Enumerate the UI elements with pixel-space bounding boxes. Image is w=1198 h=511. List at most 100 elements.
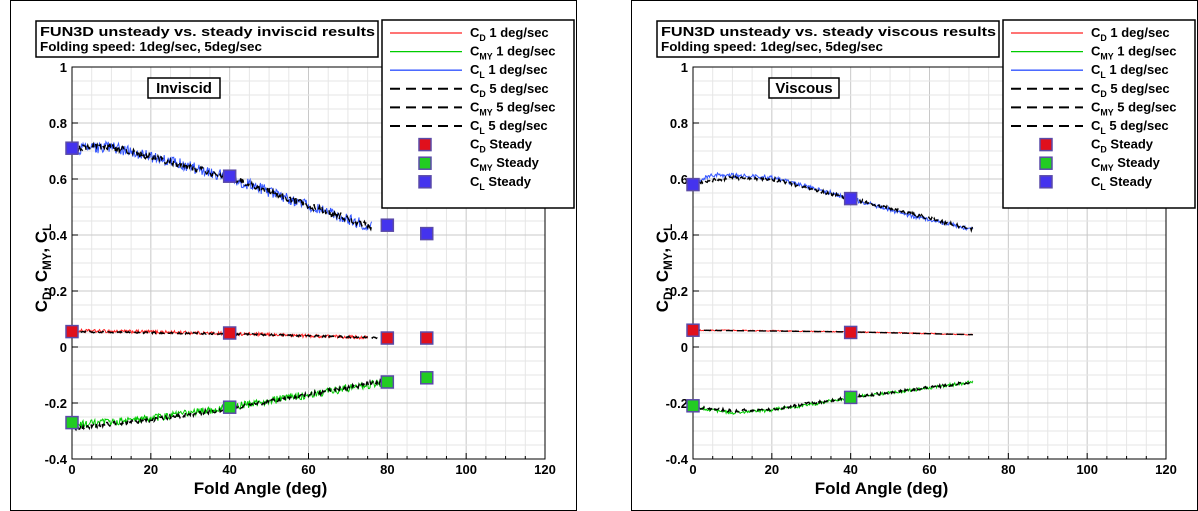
y-tick-label: 0.2: [49, 284, 67, 299]
legend-entry-label: CD​ 5 deg/sec: [470, 81, 549, 99]
series-group: [71, 140, 388, 432]
steady-point-marker: [420, 226, 434, 241]
legend-entry-label: CMY​ 5 deg/sec: [470, 99, 556, 117]
y-tick-label: -0.2: [666, 396, 688, 411]
grid: [692, 66, 1167, 460]
steady-point-marker: [380, 331, 395, 345]
y-tick-label: -0.4: [666, 452, 689, 467]
y-tick-label: 0: [60, 340, 67, 355]
x-tick-label: 60: [301, 462, 315, 477]
y-tick-label: 0.4: [670, 228, 689, 243]
steady-point-marker: [686, 177, 700, 192]
y-tick-label: 0: [681, 340, 688, 355]
chart-svg: 0 20 40 60 80 100 120 -0.4 -0.2 0 0.2 0.4 0.6 0.8 1 Fol…: [631, 0, 1198, 511]
legend-entry-label: CD​ Steady: [1091, 137, 1154, 155]
legend-entry-label: CMY​ Steady: [1091, 155, 1161, 173]
x-axis-label: Fold Angle (deg): [815, 479, 948, 498]
legend-entry-label: CMY​ 1 deg/sec: [1091, 44, 1177, 62]
y-tick-label: 0.6: [670, 172, 688, 187]
y-tick-label: -0.4: [45, 452, 68, 467]
steady-point-marker: [843, 191, 858, 206]
legend-entry-label: CL​ 5 deg/sec: [470, 118, 548, 136]
legend-entry-label: CMY​ 5 deg/sec: [1091, 99, 1177, 117]
x-tick-label: 120: [1155, 462, 1177, 477]
x-tick-label: 20: [144, 462, 158, 477]
steady-point-marker: [65, 415, 79, 430]
steady-point-marker: [380, 218, 395, 232]
flow-type-tag: Inviscid: [156, 80, 212, 97]
steady-point-marker: [222, 400, 237, 414]
title-box-frame: [35, 20, 379, 58]
x-tick-label: 40: [222, 462, 236, 477]
x-tick-label: 100: [1076, 462, 1098, 477]
steady-point-marker: [843, 390, 858, 405]
y-tick-label: 1: [60, 60, 67, 75]
x-tick-label: 40: [843, 462, 857, 477]
x-tick-label: 20: [765, 462, 779, 477]
y-axis-label: CD​, CMY​, CL​: [653, 224, 675, 312]
steady-point-marker: [65, 141, 79, 155]
steady-point-marker: [222, 326, 237, 340]
legend-marker-swatch: [1039, 156, 1053, 170]
steady-markers: [686, 177, 858, 413]
chart-title-line: Folding speed: 1deg/sec, 5deg/sec: [40, 39, 262, 54]
legend-marker-swatch: [418, 137, 432, 152]
legend-entry-label: CMY​ Steady: [470, 155, 540, 173]
x-tick-label: 120: [534, 462, 556, 477]
viscous-chart-panel: 0 20 40 60 80 100 120 -0.4 -0.2 0 0.2 0.4 0.6 0.8 1 Fol…: [631, 0, 1198, 511]
steady-point-marker: [65, 324, 79, 339]
steady-point-marker: [686, 399, 700, 413]
legend-marker-swatch: [1039, 175, 1053, 189]
steady-point-marker: [420, 331, 434, 345]
x-tick-label: 0: [68, 462, 75, 477]
y-tick-label: -0.2: [45, 396, 67, 411]
steady-point-marker: [380, 375, 395, 389]
x-tick-label: 100: [455, 462, 477, 477]
x-tick-label: 60: [922, 462, 936, 477]
x-tick-label: 80: [380, 462, 394, 477]
legend-entry-label: CD​ 5 deg/sec: [1091, 81, 1170, 99]
legend-entry-label: CL​ Steady: [1091, 174, 1153, 192]
series-line: [692, 174, 974, 234]
chart-title-line: FUN3D unsteady vs. steady inviscid resul…: [40, 24, 375, 39]
y-tick-label: 0.8: [49, 116, 67, 131]
y-axis-label: CD​, CMY​, CL​: [32, 224, 54, 312]
y-tick-label: 0.4: [49, 228, 68, 243]
legend-marker-swatch: [418, 175, 432, 189]
series-line: [71, 378, 388, 432]
flow-type-tag-box: [768, 77, 840, 99]
y-tick-label: 0.2: [670, 284, 688, 299]
y-tick-label: 0.8: [670, 116, 688, 131]
series-line: [692, 329, 973, 336]
legend-entry-label: CD​ Steady: [470, 137, 533, 155]
title-box: FUN3D unsteady vs. steady inviscid resul…: [35, 20, 379, 58]
legend-entry-label: CL​ 1 deg/sec: [1091, 62, 1169, 80]
chart-title-line: Folding speed: 1deg/sec, 5deg/sec: [661, 39, 883, 54]
series-line: [692, 380, 973, 414]
x-tick-label: 0: [689, 462, 696, 477]
chart-title-line: FUN3D unsteady vs. steady viscous result…: [661, 24, 996, 39]
chart-svg: 0 20 40 60 80 100 120 -0.4 -0.2 0 0.2 0.4 0.6 0.8 1 Fol…: [10, 0, 577, 511]
legend-entry-label: CL​ 1 deg/sec: [470, 62, 548, 80]
legend-entry-label: CMY​ 1 deg/sec: [470, 44, 556, 62]
flow-type-tag: Viscous: [775, 80, 832, 97]
steady-point-marker: [420, 371, 434, 385]
x-tick-label: 80: [1001, 462, 1015, 477]
legend-entry-label: CD​ 1 deg/sec: [470, 25, 549, 43]
series-line: [71, 141, 373, 232]
inviscid-chart-panel: 0 20 40 60 80 100 120 -0.4 -0.2 0 0.2 0.4 0.6 0.8 1 Fol…: [10, 0, 577, 511]
steady-point-marker: [843, 325, 858, 340]
legend-marker-swatch: [1039, 137, 1053, 152]
series-group: [692, 171, 974, 416]
title-box: FUN3D unsteady vs. steady viscous result…: [656, 20, 1000, 58]
y-tick-label: 1: [681, 60, 688, 75]
steady-point-marker: [222, 169, 237, 183]
flow-type-tag-box: [147, 77, 221, 99]
legend-marker-swatch: [418, 156, 432, 170]
legend-entry-label: CL​ 5 deg/sec: [1091, 118, 1169, 136]
title-box-frame: [656, 20, 1000, 58]
steady-markers: [65, 141, 434, 430]
legend-entry-label: CL​ Steady: [470, 174, 532, 192]
